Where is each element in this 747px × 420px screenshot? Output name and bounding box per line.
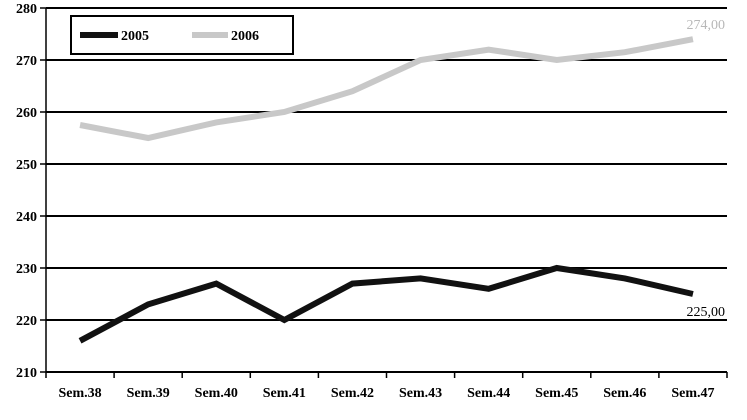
x-tick-label: Sem.39 bbox=[127, 386, 170, 401]
data-label-2006-end: 274,00 bbox=[686, 18, 725, 33]
x-tick-label: Sem.43 bbox=[399, 386, 442, 401]
axis-layer: 210 220 230 240 250 260 270 280 Sem.38 Sem.39 Sem.… bbox=[16, 2, 727, 401]
legend-label-2006: 2006 bbox=[231, 29, 259, 44]
x-tick-label: Sem.46 bbox=[603, 386, 646, 401]
x-tick-label: Sem.42 bbox=[331, 386, 374, 401]
x-tick-label: Sem.41 bbox=[263, 386, 306, 401]
x-tick-label: Sem.44 bbox=[467, 386, 510, 401]
y-tick-label: 260 bbox=[16, 106, 37, 121]
y-tick-label: 220 bbox=[16, 314, 37, 329]
x-tick-label: Sem.47 bbox=[671, 386, 714, 401]
y-tick-label: 280 bbox=[16, 2, 37, 17]
data-label-layer: 225,00 274,00 bbox=[686, 18, 725, 320]
y-tick-label: 250 bbox=[16, 158, 37, 173]
legend-label-2005: 2005 bbox=[121, 29, 149, 44]
y-tick-label: 270 bbox=[16, 54, 37, 69]
x-tick-label: Sem.38 bbox=[58, 386, 101, 401]
legend: 2005 2006 bbox=[71, 16, 293, 54]
y-tick-label: 240 bbox=[16, 210, 37, 225]
grid-layer bbox=[46, 8, 727, 372]
x-tick-label: Sem.40 bbox=[195, 386, 238, 401]
y-tick-label: 210 bbox=[16, 366, 37, 381]
data-label-2005-end: 225,00 bbox=[686, 305, 725, 320]
x-tick-label: Sem.45 bbox=[535, 386, 578, 401]
y-tick-label: 230 bbox=[16, 262, 37, 277]
series-line-2005 bbox=[80, 268, 693, 341]
series-layer bbox=[80, 39, 693, 341]
